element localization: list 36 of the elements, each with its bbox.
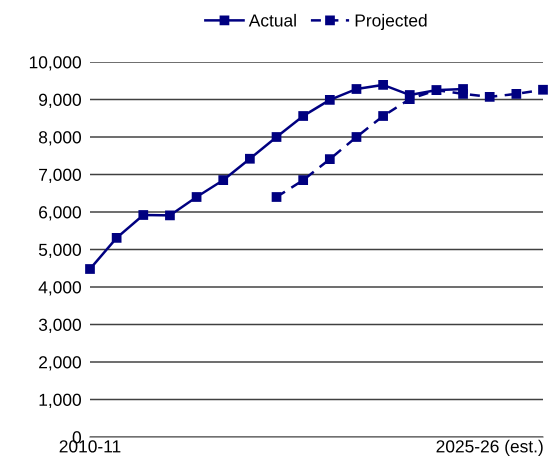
point <box>378 80 388 90</box>
y-tick-label: 6,000 <box>39 206 81 221</box>
point <box>298 111 308 121</box>
y-tick-label: 8,000 <box>38 131 81 146</box>
x-tick-label: 2025-26 (est.) <box>436 440 543 456</box>
point <box>352 132 362 142</box>
point <box>138 210 148 220</box>
point <box>484 92 495 102</box>
point <box>298 175 308 185</box>
point <box>538 84 548 95</box>
point <box>85 264 95 274</box>
y-tick-label: 4,000 <box>38 281 81 296</box>
y-tick-label: 9,000 <box>39 94 81 108</box>
point <box>272 132 282 142</box>
point <box>218 175 228 185</box>
y-tick-label: 2,000 <box>39 356 81 371</box>
point <box>432 85 442 95</box>
point <box>458 89 468 99</box>
point <box>511 89 522 99</box>
legend-label: Projected <box>356 14 427 30</box>
y-tick-label: 10,000 <box>30 56 81 71</box>
legend-label: Actual <box>248 14 296 27</box>
point <box>404 94 415 104</box>
point <box>352 84 362 94</box>
y-tick-label: 7,000 <box>39 168 81 184</box>
y-tick-label: 3,000 <box>38 318 81 334</box>
point <box>112 233 122 243</box>
y-tick-label: 1,000 <box>40 394 81 408</box>
point <box>324 154 335 164</box>
point <box>272 192 282 202</box>
point <box>165 210 175 220</box>
point <box>324 95 335 105</box>
point <box>245 154 255 164</box>
point <box>192 192 202 202</box>
point <box>378 111 388 121</box>
y-tick-label: 5,000 <box>38 244 81 258</box>
